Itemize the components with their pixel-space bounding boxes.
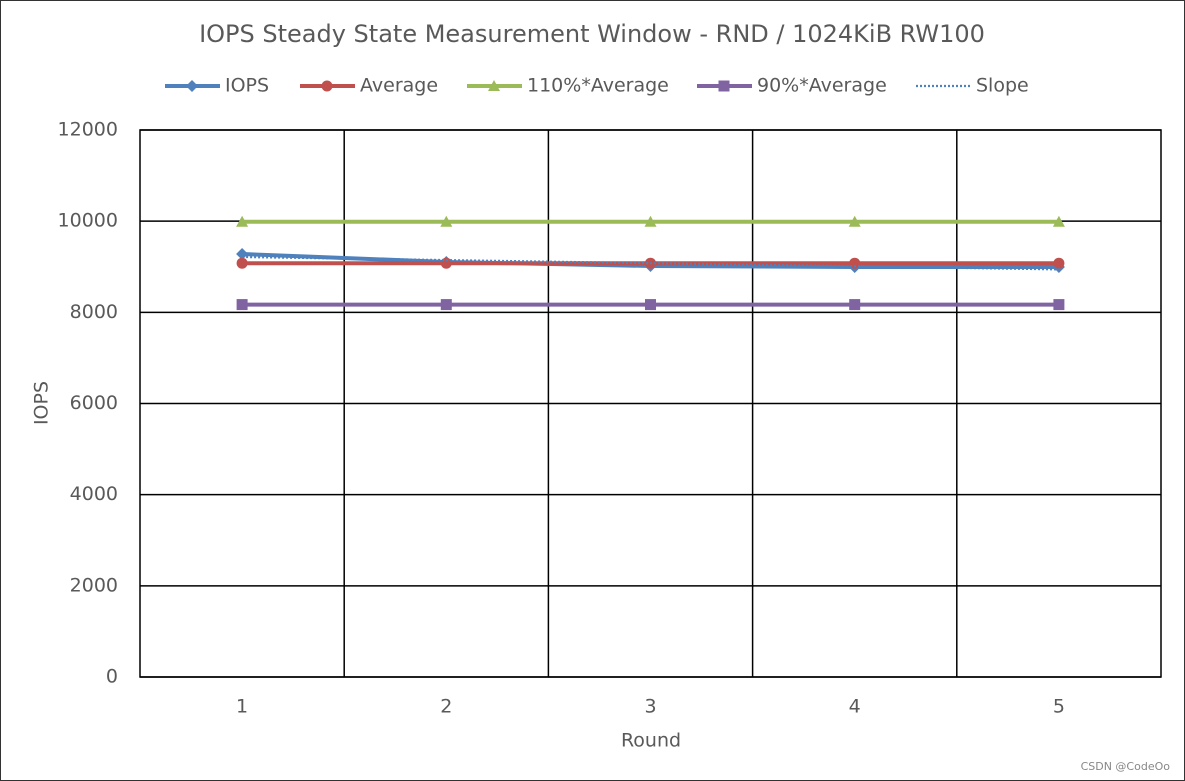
legend-label: Slope: [976, 75, 1029, 97]
marker: [440, 299, 452, 311]
x-tick-label: 2: [440, 696, 452, 718]
marker: [236, 247, 249, 260]
x-axis-title: Round: [621, 730, 681, 752]
marker: [488, 80, 500, 91]
y-tick-label: 10000: [58, 210, 118, 232]
legend-label: IOPS: [225, 75, 269, 97]
marker: [718, 80, 730, 92]
marker: [186, 80, 198, 92]
x-tick-label: 1: [236, 696, 248, 718]
marker: [236, 257, 248, 269]
marker: [236, 215, 249, 227]
legend-label: 90%*Average: [757, 75, 887, 97]
x-tick-label: 4: [849, 696, 861, 718]
marker: [1052, 215, 1065, 227]
marker: [644, 215, 657, 227]
y-tick-label: 8000: [70, 301, 118, 323]
y-tick-label: 0: [106, 666, 118, 688]
y-tick-label: 12000: [58, 119, 118, 141]
x-tick-label: 3: [644, 696, 656, 718]
legend-label: Average: [360, 75, 438, 97]
chart-title: IOPS Steady State Measurement Window - R…: [199, 20, 985, 48]
marker: [645, 299, 656, 311]
marker: [440, 215, 453, 227]
marker: [1053, 257, 1065, 269]
marker: [1053, 299, 1065, 311]
y-axis-title: IOPS: [31, 381, 53, 425]
marker: [321, 80, 333, 92]
x-tick-label: 5: [1053, 696, 1065, 718]
marker: [849, 299, 861, 311]
y-tick-label: 2000: [70, 574, 118, 596]
watermark: CSDN @CodeOo: [1081, 760, 1171, 773]
marker: [236, 299, 248, 311]
marker: [848, 215, 861, 227]
y-tick-label: 6000: [70, 392, 118, 414]
series-line: [242, 255, 1059, 271]
legend-label: 110%*Average: [527, 75, 669, 97]
y-tick-label: 4000: [70, 483, 118, 505]
